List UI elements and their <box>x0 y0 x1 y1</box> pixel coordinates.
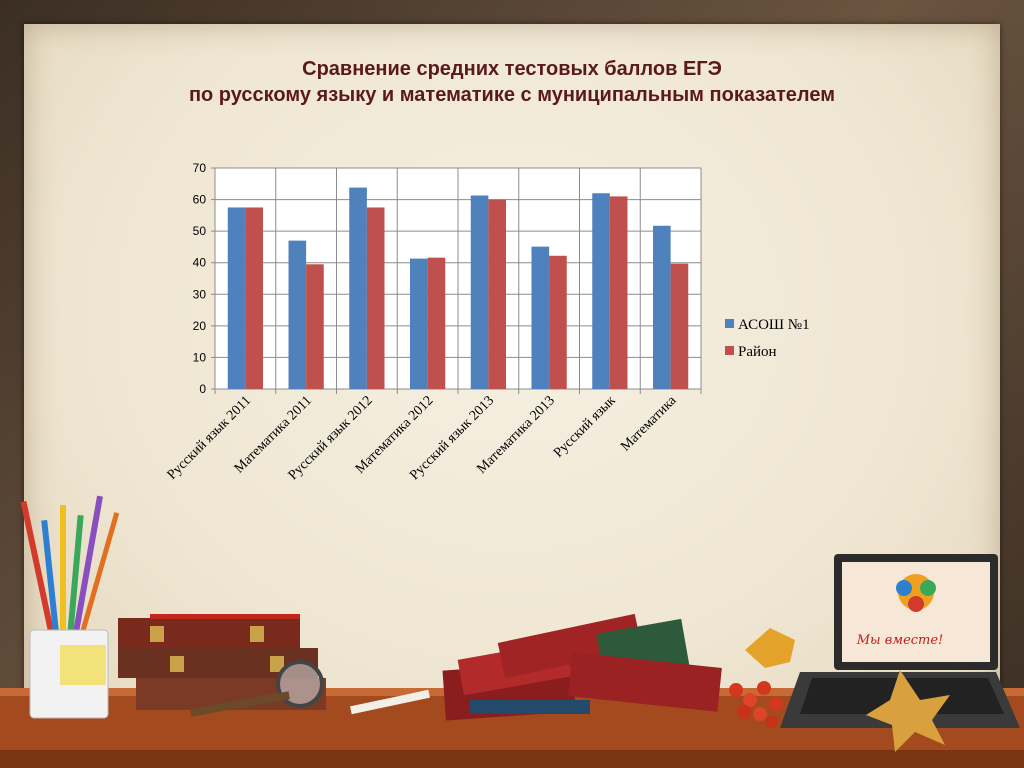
bar <box>349 187 367 389</box>
bar <box>245 207 263 389</box>
title-line-2: по русскому языку и математике с муницип… <box>188 84 836 106</box>
chalk-illustration <box>350 689 430 715</box>
bar <box>470 195 489 389</box>
bar <box>549 255 567 389</box>
y-tick-label: 50 <box>193 224 207 238</box>
page-title: Сравнение средних тестовых баллов ЕГЭ по… <box>40 56 984 108</box>
bar <box>366 207 385 389</box>
legend-swatch <box>725 319 734 328</box>
book-pile-illustration <box>442 613 722 721</box>
bar <box>288 240 307 389</box>
bar <box>306 264 324 389</box>
y-tick-label: 70 <box>193 161 207 175</box>
legend-swatch <box>725 346 734 355</box>
desk-shadow <box>0 750 1024 768</box>
y-tick-label: 10 <box>193 350 207 364</box>
laptop-screen-text: Мы вместе! <box>856 633 944 648</box>
bar <box>427 257 446 389</box>
y-tick-label: 60 <box>193 193 207 207</box>
legend-label: АСОШ №1 <box>738 317 810 333</box>
bar <box>609 196 628 389</box>
bar <box>531 246 550 389</box>
title-line-1: Сравнение средних тестовых баллов ЕГЭ <box>302 58 722 80</box>
bar <box>410 258 428 389</box>
y-tick-label: 20 <box>193 319 207 333</box>
magnifier-illustration <box>190 660 324 717</box>
bar <box>227 207 246 389</box>
bar <box>488 199 506 389</box>
bar <box>670 263 689 389</box>
pencil-cup-illustration <box>20 495 120 719</box>
maple-leaf-illustration <box>866 670 950 752</box>
legend-label: Район <box>738 344 777 360</box>
bar <box>653 225 671 389</box>
rowan-berries-illustration <box>729 628 795 728</box>
y-tick-label: 40 <box>193 256 207 270</box>
bar <box>592 193 610 389</box>
y-tick-label: 0 <box>199 382 206 396</box>
y-tick-label: 30 <box>193 287 207 301</box>
